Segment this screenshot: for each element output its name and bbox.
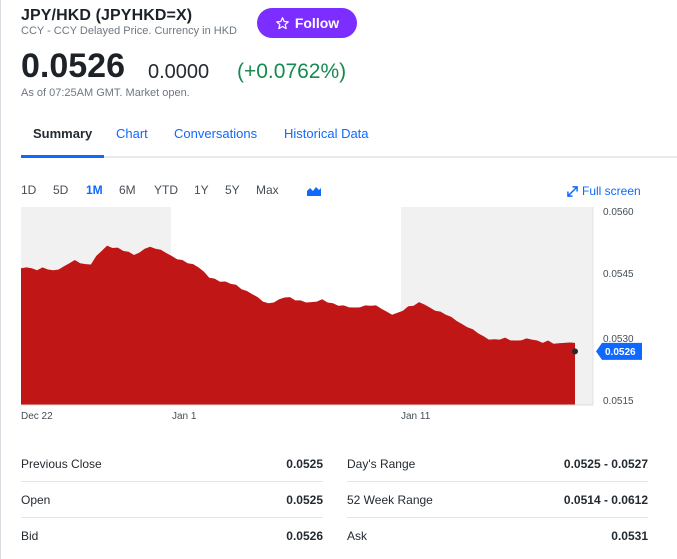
page-title: JPY/HKD (JPYHKD=X) [21, 7, 193, 24]
range-1m[interactable]: 1M [86, 183, 103, 197]
tab-historical-data[interactable]: Historical Data [284, 126, 369, 141]
price-tag-shape [596, 342, 642, 360]
range-6m[interactable]: 6M [119, 183, 136, 197]
y-tick-label: 0.0530 [603, 334, 634, 345]
star-icon [275, 16, 289, 29]
y-axis: 0.0560 0.0545 0.0530 0.0515 [603, 207, 634, 407]
stat-value-open: 0.0525 [286, 493, 323, 507]
stat-label-52-week-range: 52 Week Range [347, 493, 433, 507]
quote-tabs: Summary Chart Conversations Historical D… [21, 118, 677, 158]
row-divider [347, 481, 648, 482]
stat-label-previous-close: Previous Close [21, 457, 102, 471]
price-change-percent: (+0.0762%) [237, 60, 347, 83]
x-axis: Dec 22 Jan 1 Jan 11 [21, 411, 431, 422]
stat-label-days-range: Day's Range [347, 457, 416, 471]
y-tick-label: 0.0515 [603, 396, 634, 407]
stat-value-days-range: 0.0525 - 0.0527 [563, 457, 648, 471]
stat-value-ask: 0.0531 [611, 529, 648, 543]
market-status: As of 07:25AM GMT. Market open. [21, 87, 190, 99]
stat-label-open: Open [21, 493, 51, 507]
price-tag-label: 0.0526 [605, 347, 636, 358]
range-5d[interactable]: 5D [53, 183, 69, 197]
follow-label: Follow [294, 15, 340, 31]
x-tick-label: Jan 1 [172, 411, 197, 422]
tab-summary[interactable]: Summary [33, 126, 93, 141]
row-divider [347, 517, 648, 518]
stat-value-52-week-range: 0.0514 - 0.0612 [563, 493, 648, 507]
quote-subtitle: CCY - CCY Delayed Price. Currency in HKD [21, 25, 237, 37]
current-price-tag: 0.0526 [596, 342, 642, 360]
range-ytd[interactable]: YTD [154, 183, 178, 197]
follow-button[interactable]: Follow [257, 8, 357, 38]
mountain-chart-icon[interactable] [307, 184, 321, 196]
expand-icon [567, 185, 578, 197]
tab-chart[interactable]: Chart [116, 126, 148, 141]
stat-value-bid: 0.0526 [286, 529, 323, 543]
full-screen-button[interactable]: Full screen [567, 184, 641, 198]
range-1y[interactable]: 1Y [194, 183, 209, 197]
stat-value-previous-close: 0.0525 [286, 457, 323, 471]
y-tick-label: 0.0545 [603, 269, 634, 280]
active-tab-indicator [21, 155, 104, 158]
range-1d[interactable]: 1D [21, 183, 37, 197]
range-5y[interactable]: 5Y [225, 183, 240, 197]
last-price-marker [572, 348, 578, 355]
row-divider [21, 517, 323, 518]
row-divider [21, 481, 323, 482]
range-max[interactable]: Max [256, 183, 279, 197]
current-price: 0.0526 [21, 47, 125, 85]
full-screen-label: Full screen [582, 184, 641, 198]
price-change: 0.0000 [148, 61, 210, 83]
stat-label-ask: Ask [347, 529, 368, 543]
x-tick-label: Jan 11 [401, 411, 431, 422]
tab-conversations[interactable]: Conversations [174, 126, 258, 141]
x-tick-label: Dec 22 [21, 411, 53, 422]
price-area-series [21, 245, 575, 405]
y-tick-label: 0.0560 [603, 207, 634, 218]
left-border [0, 0, 1, 559]
stat-label-bid: Bid [21, 529, 39, 543]
price-chart[interactable]: 0.0560 0.0545 0.0530 0.0515 Dec 22 Jan 1… [0, 200, 677, 425]
